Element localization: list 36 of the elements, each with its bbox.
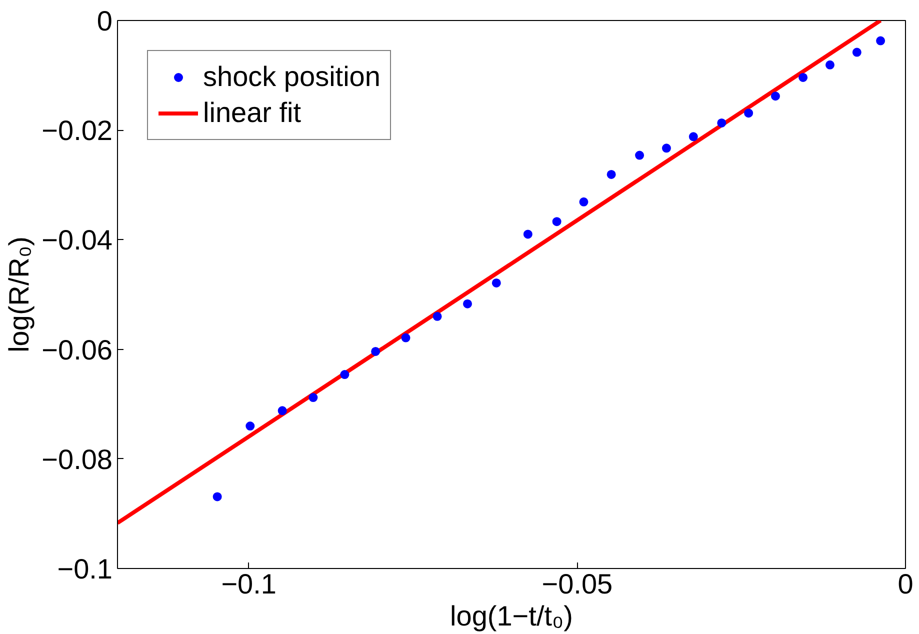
point bbox=[492, 278, 501, 288]
x-tick-label: 0 bbox=[898, 568, 914, 600]
legend-label: shock position bbox=[203, 61, 380, 93]
x-axis-title: log(1−t/t₀) bbox=[450, 600, 573, 632]
point bbox=[371, 347, 380, 356]
point bbox=[717, 118, 726, 128]
y-tick-label: −0.06 bbox=[42, 334, 113, 366]
point bbox=[340, 370, 350, 379]
point bbox=[744, 108, 754, 118]
y-tick-label: 0 bbox=[96, 6, 113, 36]
point bbox=[662, 144, 671, 153]
y-tick-label: −0.04 bbox=[42, 224, 113, 256]
point bbox=[278, 406, 287, 416]
point bbox=[246, 422, 255, 431]
y-tick-label: −0.02 bbox=[42, 115, 113, 146]
point bbox=[308, 393, 318, 402]
point bbox=[552, 217, 562, 226]
legend-label: linear fit bbox=[203, 97, 302, 129]
y-axis-title: log(R/R₀) bbox=[4, 236, 35, 352]
point bbox=[798, 73, 808, 82]
y-tick-label: −0.08 bbox=[42, 444, 113, 475]
point bbox=[523, 230, 532, 239]
point bbox=[401, 333, 410, 342]
point bbox=[606, 170, 616, 179]
point bbox=[876, 36, 886, 46]
point bbox=[852, 48, 862, 57]
point bbox=[688, 132, 698, 142]
point bbox=[825, 60, 834, 70]
point bbox=[212, 492, 222, 502]
point bbox=[432, 312, 442, 321]
x-tick-label: −0.1 bbox=[221, 568, 276, 600]
point bbox=[463, 299, 472, 308]
point bbox=[635, 150, 644, 160]
point bbox=[579, 197, 588, 206]
x-tick-label: −0.05 bbox=[542, 568, 613, 600]
point bbox=[770, 92, 780, 101]
